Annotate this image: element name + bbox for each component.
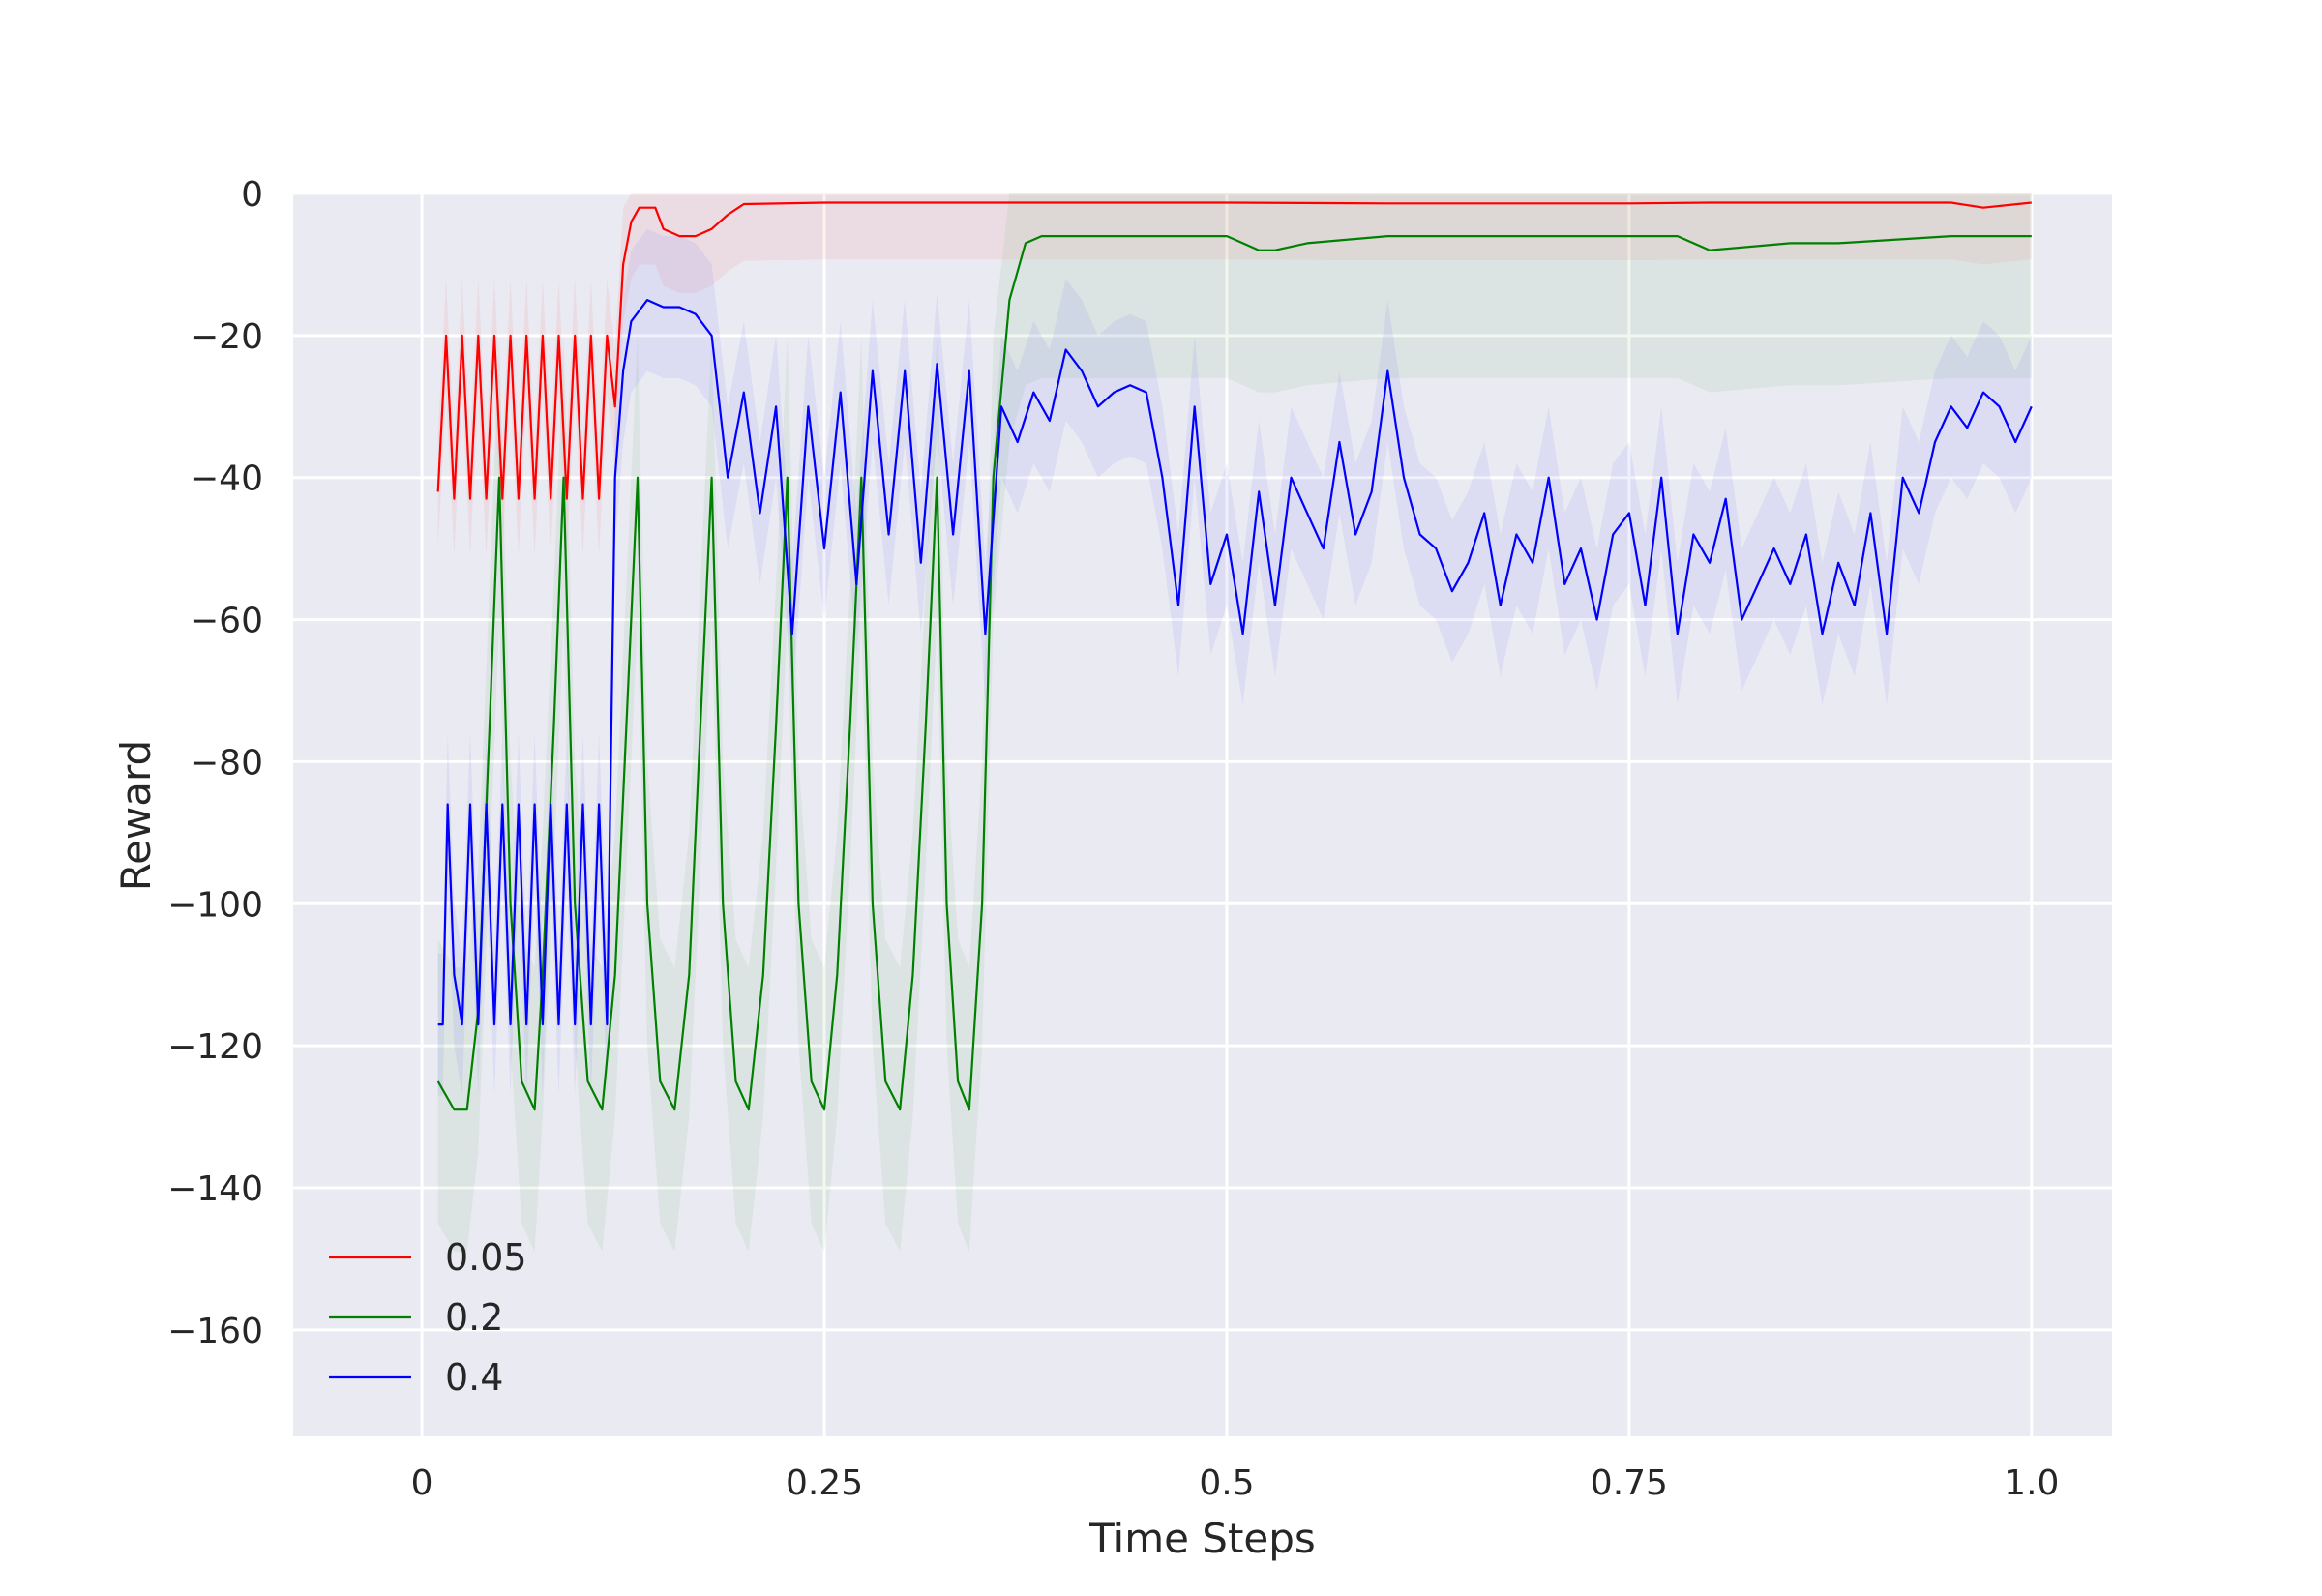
y-tick-label: −100	[167, 885, 263, 925]
y-tick-label: 0	[241, 175, 263, 215]
y-tick-label: −140	[167, 1169, 263, 1209]
series-line-0.2	[436, 235, 2032, 1111]
x-tick-label: 0.25	[786, 1463, 863, 1503]
legend-label: 0.2	[445, 1296, 503, 1339]
y-tick-label: −160	[167, 1312, 263, 1351]
y-tick-label: −60	[190, 602, 263, 641]
x-tick-label: 0	[411, 1463, 433, 1503]
y-tick-label: −80	[190, 743, 263, 783]
y-tick-label: −120	[167, 1027, 263, 1067]
series-line-0.05	[436, 201, 2032, 500]
x-axis-ticks: 0 0.25 0.5 0.75 1.0	[411, 1463, 2060, 1503]
y-tick-label: −40	[190, 459, 263, 499]
x-tick-label: 1.0	[2004, 1463, 2059, 1503]
y-tick-label: −20	[190, 317, 263, 357]
x-tick-label: 0.75	[1591, 1463, 1668, 1503]
series-lines	[436, 201, 2033, 1111]
grid-lines	[293, 192, 2112, 1436]
series-band-0.05	[437, 193, 2032, 556]
series-band-0.4	[437, 228, 2032, 1096]
legend-label: 0.05	[445, 1236, 527, 1279]
legend: 0.05 0.2 0.4	[329, 1236, 527, 1399]
y-axis-title: Reward	[112, 740, 160, 891]
x-axis-title: Time Steps	[1088, 1515, 1316, 1562]
series-line-0.4	[437, 299, 2033, 1026]
x-tick-label: 0.5	[1199, 1463, 1254, 1503]
legend-label: 0.4	[445, 1356, 503, 1399]
y-axis-ticks: 0 −20 −40 −60 −80 −100 −120 −140 −160	[167, 175, 263, 1351]
plot-background	[293, 193, 2112, 1436]
